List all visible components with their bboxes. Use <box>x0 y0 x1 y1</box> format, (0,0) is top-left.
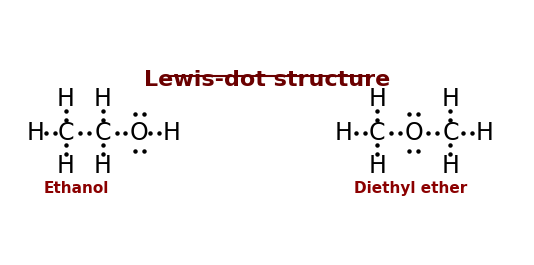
Text: H: H <box>26 121 44 144</box>
Text: Lewis-dot structure: Lewis-dot structure <box>144 70 390 90</box>
Text: H: H <box>368 87 386 111</box>
Text: H: H <box>368 154 386 178</box>
Text: C: C <box>58 121 74 144</box>
Text: C: C <box>369 121 386 144</box>
Text: C: C <box>442 121 459 144</box>
Text: H: H <box>93 87 112 111</box>
Text: H: H <box>475 121 493 144</box>
Text: O: O <box>130 121 148 144</box>
Text: H: H <box>442 87 459 111</box>
Text: O: O <box>404 121 423 144</box>
Text: H: H <box>163 121 180 144</box>
Text: Diethyl ether: Diethyl ether <box>354 181 467 196</box>
Text: H: H <box>334 121 352 144</box>
Text: Ethanol: Ethanol <box>43 181 109 196</box>
Text: H: H <box>57 154 75 178</box>
Text: H: H <box>57 87 75 111</box>
Text: H: H <box>442 154 459 178</box>
Text: H: H <box>93 154 112 178</box>
Text: C: C <box>95 121 111 144</box>
